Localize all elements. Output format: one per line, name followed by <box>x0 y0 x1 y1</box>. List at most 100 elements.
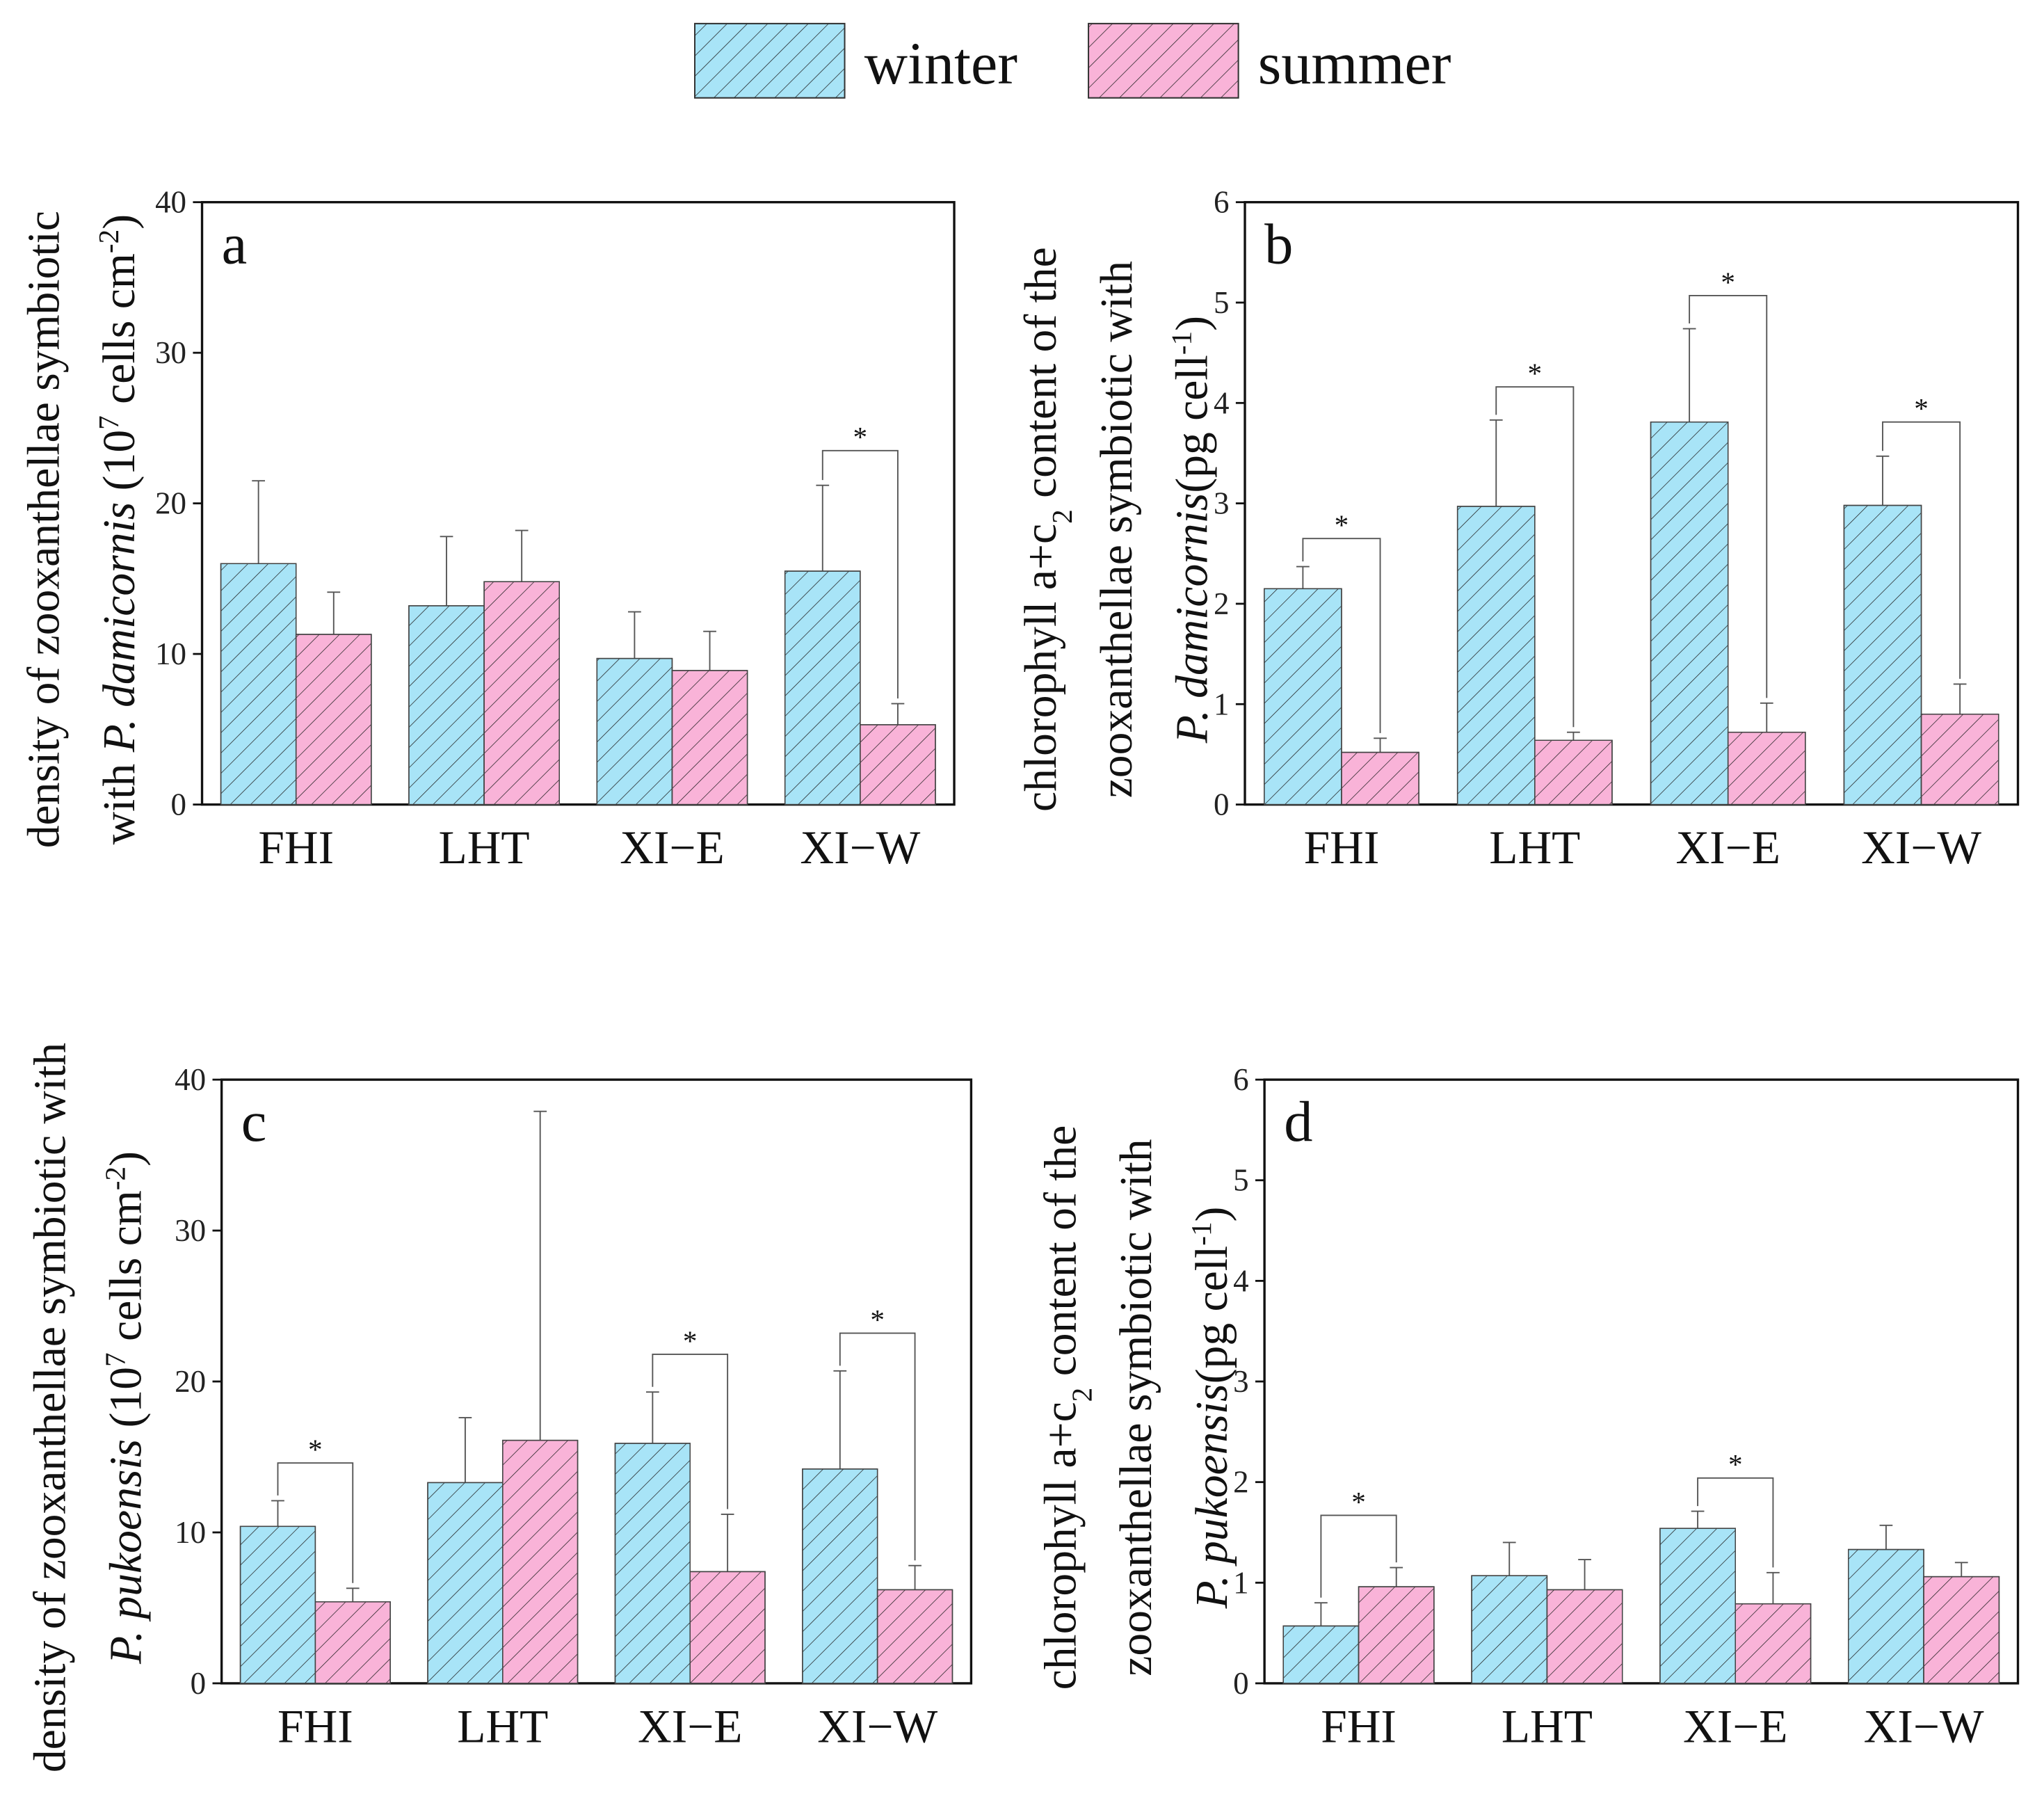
y-axis-label: density of zooxanthellae symbiotic with <box>26 1043 76 1772</box>
y-tick-label: 30 <box>155 335 186 370</box>
y-axis-label: chlorophyll a+c2 content of the <box>1036 1125 1097 1690</box>
bar-hatch-summer <box>295 634 372 806</box>
y-axis-label-part: (10 <box>95 430 145 502</box>
x-tick-label: XI−E <box>1675 822 1780 874</box>
y-tick-label: 1 <box>1214 687 1229 721</box>
significance-mark: * <box>683 1324 698 1356</box>
y-axis-label-part: -2 <box>99 1167 131 1190</box>
y-axis-label-part: -1 <box>1166 331 1198 355</box>
y-tick-label: 40 <box>175 1062 206 1097</box>
y-tick-label: 40 <box>155 185 186 220</box>
bar-hatch-summer <box>876 1589 953 1684</box>
bar-hatch-summer <box>1358 1586 1435 1684</box>
x-tick-label: FHI <box>1304 822 1380 874</box>
y-tick-label: 6 <box>1233 1062 1248 1097</box>
bar-hatch-summer <box>502 1439 579 1684</box>
panel-a: 0 10 20 30 40 a density of zooxanthellae symbi… <box>19 185 956 874</box>
y-tick-label: 4 <box>1233 1263 1248 1298</box>
panel-label: d <box>1284 1090 1312 1153</box>
y-tick-label: 3 <box>1214 486 1229 521</box>
significance-bracket <box>1495 386 1575 728</box>
y-axis-label-part: zooxanthellae symbiotic with <box>1092 261 1142 798</box>
bar-hatch-summer <box>314 1601 391 1684</box>
significance-mark: * <box>1721 266 1735 298</box>
bar-hatch-winter <box>1456 506 1536 806</box>
y-axis-label-part: ) <box>1187 1207 1237 1222</box>
bar-hatch-winter <box>239 1525 316 1684</box>
y-tick-label: 20 <box>155 486 186 521</box>
y-axis-label-part: with <box>95 752 145 844</box>
y-axis-label-part: ) <box>101 1151 151 1167</box>
bar-hatch-winter <box>220 563 297 806</box>
significance-bracket <box>1320 1514 1397 1598</box>
x-tick-label: XI−W <box>800 822 920 874</box>
bar-hatch-summer <box>1735 1603 1812 1684</box>
significance-mark: * <box>1728 1448 1743 1480</box>
y-tick-label: 2 <box>1214 586 1229 621</box>
significance-bracket <box>1882 421 1961 679</box>
significance-bracket <box>1302 538 1381 733</box>
y-axis-label-part: cells cm <box>95 253 145 415</box>
x-tick-label: LHT <box>1502 1700 1593 1752</box>
significance-mark: * <box>1914 392 1929 424</box>
panel-label: b <box>1264 213 1293 276</box>
significance-mark: * <box>308 1434 323 1466</box>
y-axis-label-part: P. pukoensis <box>101 1439 151 1665</box>
y-axis-label: chlorophyll a+c2 content of the <box>1016 247 1078 812</box>
significance-bracket <box>1697 1477 1774 1568</box>
bar-hatch-winter <box>1848 1548 1924 1684</box>
significance-mark: * <box>1335 509 1349 541</box>
legend-item-summer: summer <box>1088 22 1451 99</box>
x-tick-label: XI−E <box>1683 1700 1787 1752</box>
y-tick-label: 30 <box>175 1213 206 1248</box>
y-axis-label-part: density of zooxanthellae symbiotic with <box>26 1043 76 1772</box>
x-tick-label: XI−W <box>1864 1700 1984 1752</box>
y-tick-label: 1 <box>1233 1565 1248 1600</box>
bar-hatch-summer <box>1920 713 1999 806</box>
x-tick-label: FHI <box>277 1700 353 1752</box>
x-tick-label: LHT <box>1489 822 1580 874</box>
bar-hatch-winter <box>784 570 861 806</box>
y-axis-label: density of zooxanthellae symbiotic <box>19 211 69 848</box>
bar-hatch-winter <box>614 1443 691 1684</box>
significance-bracket <box>652 1354 729 1509</box>
bar-hatch-summer <box>1546 1589 1623 1684</box>
significance-bracket <box>277 1462 354 1583</box>
bar-hatch-winter <box>1471 1575 1548 1684</box>
legend-label: summer <box>1258 30 1451 97</box>
panel-c: 0 10 20 30 40 c density of zooxanthellae symbi… <box>26 1043 973 1772</box>
bar-hatch-winter <box>408 605 485 806</box>
significance-bracket <box>821 449 899 699</box>
y-tick-label: 10 <box>155 636 186 671</box>
y-tick-label: 10 <box>175 1515 206 1550</box>
legend-swatch-hatch <box>694 22 846 99</box>
legend-item-winter: winter <box>694 22 1017 99</box>
bar-hatch-winter <box>596 657 673 806</box>
bar-hatch-winter <box>1264 588 1342 806</box>
x-tick-label: XI−E <box>620 822 724 874</box>
y-axis-label-part: cells cm <box>101 1190 151 1352</box>
significance-mark: * <box>870 1304 885 1336</box>
x-tick-label: FHI <box>258 822 334 874</box>
y-tick-label: 0 <box>1214 787 1229 822</box>
y-axis-label: zooxanthellae symbiotic with <box>1111 1139 1161 1676</box>
panel-label: a <box>222 213 248 276</box>
y-axis-label-part: P. damicornis <box>1168 493 1218 744</box>
bar-hatch-summer <box>689 1571 766 1684</box>
y-axis-label-part: density of zooxanthellae symbiotic <box>19 211 69 848</box>
y-axis-label-part: -1 <box>1185 1221 1217 1245</box>
y-axis-label-part: ) <box>95 214 145 230</box>
x-tick-label: XI−E <box>638 1700 742 1752</box>
y-axis-label-part: 2 <box>1065 1388 1097 1402</box>
y-axis-label-part: chlorophyll a+c <box>1036 1402 1086 1690</box>
y-axis-label-part: -2 <box>92 230 124 253</box>
y-axis-label-part: content of the <box>1036 1125 1086 1388</box>
y-axis-label: P. pukoensis(pg cell-1) <box>1185 1207 1237 1610</box>
y-tick-label: 4 <box>1214 385 1229 420</box>
y-tick-label: 0 <box>171 787 186 822</box>
y-axis-label: with P. damicornis (107 cells cm-2) <box>92 214 145 844</box>
y-axis-label-part: 7 <box>99 1352 131 1367</box>
